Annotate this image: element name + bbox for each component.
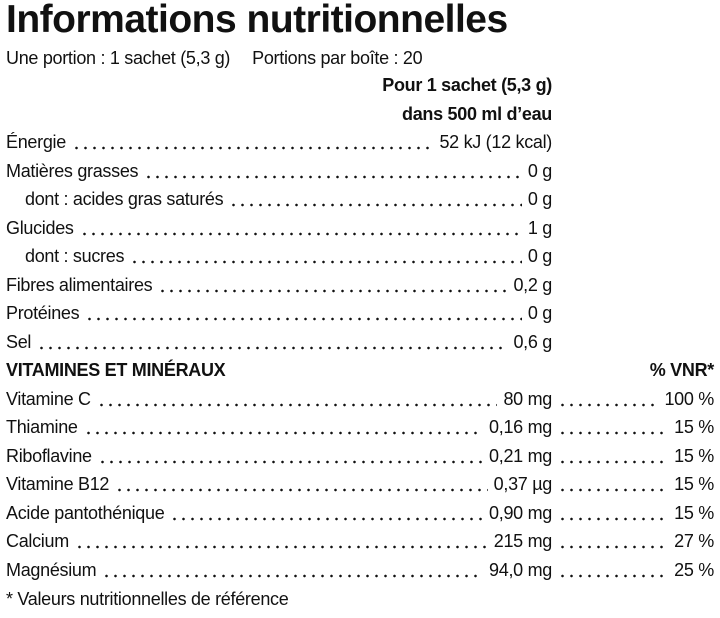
vitamin-row: Calcium 215 mg 27 % [6, 527, 714, 555]
vitamins-header: VITAMINES ET MINÉRAUX % VNR* [6, 356, 714, 384]
vitamin-amount-part: Calcium 215 mg [6, 527, 552, 555]
vitamin-amount: 0,16 mg [489, 417, 552, 437]
leader-dots [96, 384, 498, 413]
leader-dots [558, 384, 659, 413]
vitamin-row: Riboflavine 0,21 mg 15 % [6, 441, 714, 470]
vitamin-name: Acide pantothénique [6, 502, 165, 523]
leader-dots [83, 413, 484, 441]
leader-dots [115, 470, 488, 498]
vitamin-name: Magnésium [6, 559, 97, 580]
vitamin-vnr: 15 % [674, 474, 714, 494]
column-header: dans 500 ml d’eau [6, 100, 552, 128]
leader-dots [558, 470, 669, 498]
vitamin-name: Vitamine C [6, 388, 91, 409]
vitamin-amount: 80 mg [503, 388, 552, 409]
leader-dots [102, 555, 484, 584]
vitamin-amount: 0,37 µg [493, 474, 553, 494]
nutrient-value: 0,6 g [513, 331, 552, 352]
vitamin-amount: 94,0 mg [489, 559, 552, 580]
vitamin-amount-part: Magnésium 94,0 mg [6, 555, 552, 584]
vitamins-title: VITAMINES ET MINÉRAUX [6, 360, 226, 380]
serving-portion: Une portion : 1 sachet (5,3 g) [6, 48, 231, 68]
column-header-line: Pour 1 sachet (5,3 g) [382, 75, 552, 95]
vitamin-name: Riboflavine [6, 445, 92, 466]
leader-dots [130, 242, 522, 270]
nutrient-value: 0 g [527, 303, 552, 323]
leader-dots [144, 156, 522, 185]
nutrient-value: 0 g [527, 246, 552, 266]
leader-dots [97, 441, 484, 470]
vnr-header: % VNR* [649, 360, 715, 380]
leader-dots [558, 413, 669, 441]
vitamin-amount: 0,21 mg [489, 445, 552, 466]
nutrient-name: Glucides [6, 217, 74, 238]
title: Informations nutritionnelles [6, 0, 508, 41]
vitamin-amount-part: Vitamine B12 0,37 µg [6, 470, 552, 498]
vitamin-name: Vitamine B12 [6, 474, 110, 494]
leader-dots [558, 555, 669, 584]
nutrient-name: Sel [6, 331, 32, 352]
nutrient-row: dont : sucres 0 g [6, 242, 552, 270]
nutrient-name: Protéines [6, 303, 80, 323]
leader-dots [229, 185, 522, 213]
leader-dots [558, 441, 669, 470]
vitamin-amount: 0,90 mg [489, 502, 552, 523]
vitamin-vnr: 100 % [664, 388, 714, 409]
nutrient-row: Fibres alimentaires 0,2 g [6, 270, 552, 299]
nutrient-row: Énergie 52 kJ (12 kcal) [6, 128, 552, 156]
nutrient-name: dont : sucres [25, 246, 125, 266]
nutrient-name: Fibres alimentaires [6, 274, 153, 295]
nutrient-name: dont : acides gras saturés [25, 189, 224, 209]
vitamin-vnr: 15 % [674, 417, 714, 437]
vitamin-row: Vitamine C 80 mg 100 % [6, 384, 714, 413]
vitamin-name: Thiamine [6, 417, 78, 437]
vitamin-vnr: 15 % [674, 502, 714, 523]
leader-dots [170, 498, 484, 527]
vitamin-amount-part: Riboflavine 0,21 mg [6, 441, 552, 470]
footnote-text: * Valeurs nutritionnelles de référence [6, 588, 289, 609]
leader-dots [79, 213, 522, 242]
nutrient-row: Glucides 1 g [6, 213, 552, 242]
column-header-line: dans 500 ml d’eau [402, 103, 552, 124]
leader-dots [158, 270, 508, 299]
nutrient-value: 52 kJ (12 kcal) [439, 132, 552, 152]
nutrient-row: Protéines 0 g [6, 299, 552, 327]
vitamin-vnr: 15 % [674, 445, 714, 466]
vitamin-row: Thiamine 0,16 mg 15 % [6, 413, 714, 441]
vitamin-vnr: 25 % [674, 559, 714, 580]
nutrient-name: Matières grasses [6, 160, 139, 181]
vitamin-row: Magnésium 94,0 mg 25 % [6, 555, 714, 584]
nutrient-value: 0 g [527, 189, 552, 209]
vitamin-name: Calcium [6, 531, 69, 551]
leader-dots [85, 299, 522, 327]
leader-dots [74, 527, 488, 555]
vitamin-vnr: 27 % [674, 531, 714, 551]
nutrient-row: dont : acides gras saturés 0 g [6, 185, 552, 213]
vitamin-amount-part: Vitamine C 80 mg [6, 384, 552, 413]
nutrient-row: Matières grasses 0 g [6, 156, 552, 185]
leader-dots [71, 128, 434, 156]
leader-dots [37, 327, 508, 356]
vitamin-row: Vitamine B12 0,37 µg 15 % [6, 470, 714, 498]
nutrient-row: Sel 0,6 g [6, 327, 552, 356]
nutrient-value: 1 g [527, 217, 552, 238]
footnote: * Valeurs nutritionnelles de référence [6, 585, 289, 613]
leader-dots [558, 527, 669, 555]
serving-per-box: Portions par boîte : 20 [252, 48, 423, 68]
nutrient-value: 0,2 g [513, 274, 552, 295]
vitamin-amount-part: Acide pantothénique 0,90 mg [6, 498, 552, 527]
leader-dots [558, 498, 669, 527]
column-header: Pour 1 sachet (5,3 g) [6, 71, 552, 99]
nutrient-name: Énergie [6, 132, 66, 152]
nutrient-value: 0 g [527, 160, 552, 181]
vitamin-row: Acide pantothénique 0,90 mg 15 % [6, 498, 714, 527]
serving-info: Une portion : 1 sachet (5,3 g) Portions p… [6, 44, 423, 72]
vitamin-amount: 215 mg [493, 531, 553, 551]
vitamin-amount-part: Thiamine 0,16 mg [6, 413, 552, 441]
